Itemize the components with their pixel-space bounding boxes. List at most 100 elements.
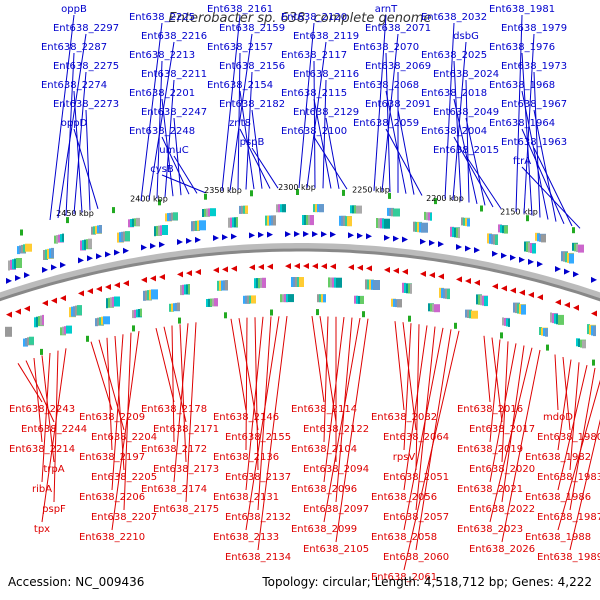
- reverse-gene-label[interactable]: rpsV: [393, 452, 416, 463]
- reverse-gene-label[interactable]: Ent638_1982: [525, 452, 591, 463]
- reverse-gene-label[interactable]: Ent638_2064: [383, 432, 449, 443]
- reverse-gene-label[interactable]: mdoD: [543, 412, 573, 423]
- reverse-gene-label[interactable]: Ent638_2207: [91, 512, 157, 523]
- reverse-gene-label[interactable]: Ent638_2209: [79, 412, 145, 423]
- forward-gene-label[interactable]: Ent638_2117: [281, 50, 347, 61]
- reverse-gene-label[interactable]: Ent638_2132: [225, 512, 291, 523]
- reverse-gene-label[interactable]: Ent638_2016: [457, 404, 523, 415]
- forward-gene-label[interactable]: Ent638_1964: [489, 118, 555, 129]
- reverse-gene-label[interactable]: Ent638_2174: [141, 484, 207, 495]
- forward-gene-label[interactable]: Ent638_2025: [421, 50, 487, 61]
- reverse-gene-label[interactable]: Ent638_2134: [225, 552, 291, 563]
- forward-gene-label[interactable]: Ent638_2157: [207, 42, 273, 53]
- reverse-gene-label[interactable]: pspF: [42, 504, 66, 515]
- forward-gene-label[interactable]: Ent638_1979: [501, 23, 567, 34]
- forward-gene-label[interactable]: Ent638_2129: [293, 107, 359, 118]
- reverse-gene-label[interactable]: Ent638_2172: [141, 444, 207, 455]
- forward-gene-label[interactable]: Ent638_2015: [433, 145, 499, 156]
- forward-gene-label[interactable]: Ent638_2211: [141, 69, 207, 80]
- reverse-gene-label[interactable]: Ent638_2026: [469, 544, 535, 555]
- forward-gene-label[interactable]: Ent638_1963: [501, 137, 567, 148]
- reverse-gene-label[interactable]: Ent638_2051: [383, 472, 449, 483]
- reverse-gene-label[interactable]: Ent638_2058: [371, 532, 437, 543]
- reverse-gene-label[interactable]: Ent638_2155: [225, 432, 291, 443]
- reverse-gene-label[interactable]: Ent638_2171: [153, 424, 219, 435]
- reverse-gene-label[interactable]: Ent638_2097: [303, 504, 369, 515]
- forward-gene-label[interactable]: Ent638_1967: [501, 99, 567, 110]
- forward-gene-label[interactable]: Ent638_2287: [41, 42, 107, 53]
- reverse-gene-label[interactable]: Ent638_2060: [383, 552, 449, 563]
- forward-gene-label[interactable]: arnT: [375, 4, 398, 15]
- forward-gene-label[interactable]: umuC: [159, 145, 188, 156]
- reverse-gene-label[interactable]: Ent638_1983: [537, 472, 600, 483]
- reverse-gene-label[interactable]: Ent638_2019: [457, 444, 523, 455]
- reverse-gene-label[interactable]: Ent638_2017: [469, 424, 535, 435]
- reverse-gene-label[interactable]: Ent638_2061: [371, 572, 437, 583]
- forward-gene-label[interactable]: Ent638_2049: [433, 107, 499, 118]
- forward-gene-label[interactable]: Ent638_2161: [207, 4, 273, 15]
- forward-gene-label[interactable]: Ent638_1981: [489, 4, 555, 15]
- forward-gene-label[interactable]: Ent638_2024: [433, 69, 499, 80]
- reverse-gene-label[interactable]: Ent638_2214: [9, 444, 75, 455]
- forward-gene-label[interactable]: Ent638_2071: [365, 23, 431, 34]
- reverse-gene-label[interactable]: Ent638_2082: [371, 412, 437, 423]
- forward-gene-label[interactable]: cysB: [150, 164, 174, 175]
- reverse-gene-label[interactable]: Ent638_2243: [9, 404, 75, 415]
- reverse-gene-label[interactable]: tpx: [34, 524, 50, 535]
- reverse-gene-label[interactable]: Ent638_1989: [537, 552, 600, 563]
- forward-gene-label[interactable]: Ent638_2069: [365, 61, 431, 72]
- forward-gene-label[interactable]: Ent638_2273: [53, 99, 119, 110]
- reverse-gene-label[interactable]: Ent638_2136: [213, 452, 279, 463]
- reverse-gene-label[interactable]: Ent638_2173: [153, 464, 219, 475]
- forward-gene-label[interactable]: Ent638_2004: [421, 126, 487, 137]
- reverse-gene-label[interactable]: ribA: [32, 484, 52, 495]
- forward-gene-label[interactable]: Ent638_2275: [53, 61, 119, 72]
- forward-gene-label[interactable]: Ent638_2068: [353, 80, 419, 91]
- forward-gene-label[interactable]: Ent638_2201: [129, 88, 195, 99]
- forward-gene-label[interactable]: Ent638_1973: [501, 61, 567, 72]
- forward-gene-label[interactable]: Ent638_2274: [41, 80, 107, 91]
- reverse-gene-label[interactable]: Ent638_1980: [537, 432, 600, 443]
- reverse-gene-label[interactable]: Ent638_2175: [153, 504, 219, 515]
- forward-gene-label[interactable]: Ent638_2115: [281, 88, 347, 99]
- reverse-gene-label[interactable]: Ent638_2094: [303, 464, 369, 475]
- forward-gene-label[interactable]: Ent638_2100: [281, 126, 347, 137]
- reverse-gene-label[interactable]: Ent638_2197: [79, 452, 145, 463]
- reverse-gene-label[interactable]: Ent638_2056: [371, 492, 437, 503]
- forward-gene-label[interactable]: Ent638_2032: [421, 12, 487, 23]
- forward-gene-label[interactable]: Ent638_2156: [219, 61, 285, 72]
- forward-gene-label[interactable]: Ent638_2070: [353, 42, 419, 53]
- reverse-gene-label[interactable]: Ent638_2178: [141, 404, 207, 415]
- reverse-gene-label[interactable]: Ent638_2244: [21, 424, 87, 435]
- forward-gene-label[interactable]: Ent638_2154: [207, 80, 273, 91]
- forward-gene-label[interactable]: Ent638_1968: [489, 80, 555, 91]
- forward-gene-label[interactable]: Ent638_2018: [421, 88, 487, 99]
- forward-gene-label[interactable]: Ent638_2216: [141, 31, 207, 42]
- forward-gene-label[interactable]: dsbG: [453, 31, 479, 42]
- reverse-gene-label[interactable]: Ent638_2020: [469, 464, 535, 475]
- reverse-gene-label[interactable]: trpA: [43, 464, 64, 475]
- forward-gene-label[interactable]: Ent638_2182: [219, 99, 285, 110]
- reverse-gene-label[interactable]: Ent638_1986: [525, 492, 591, 503]
- forward-gene-label[interactable]: oppB: [61, 4, 87, 15]
- reverse-gene-label[interactable]: Ent638_2023: [457, 524, 523, 535]
- forward-gene-label[interactable]: Ent638_2091: [365, 99, 431, 110]
- forward-gene-label[interactable]: Ent638_2116: [293, 69, 359, 80]
- reverse-gene-label[interactable]: Ent638_2133: [213, 532, 279, 543]
- forward-gene-label[interactable]: Ent638_2213: [129, 50, 195, 61]
- forward-gene-label[interactable]: oppD: [61, 118, 88, 129]
- forward-gene-label[interactable]: Ent638_2159: [219, 23, 285, 34]
- reverse-gene-label[interactable]: Ent638_2137: [225, 472, 291, 483]
- reverse-gene-label[interactable]: Ent638_2210: [79, 532, 145, 543]
- forward-gene-label[interactable]: Ent638_1976: [489, 42, 555, 53]
- reverse-gene-label[interactable]: Ent638_1988: [525, 532, 591, 543]
- reverse-gene-label[interactable]: Ent638_1987: [537, 512, 600, 523]
- reverse-gene-label[interactable]: Ent638_2104: [291, 444, 357, 455]
- forward-gene-label[interactable]: pspB: [240, 137, 265, 148]
- forward-gene-label[interactable]: ftrA: [513, 156, 531, 167]
- reverse-gene-label[interactable]: Ent638_2096: [291, 484, 357, 495]
- forward-gene-label[interactable]: Ent638_2247: [141, 107, 207, 118]
- forward-gene-label[interactable]: Ent638_2119: [293, 31, 359, 42]
- forward-gene-label[interactable]: Ent638_2225: [129, 12, 195, 23]
- reverse-gene-label[interactable]: Ent638_2204: [91, 432, 157, 443]
